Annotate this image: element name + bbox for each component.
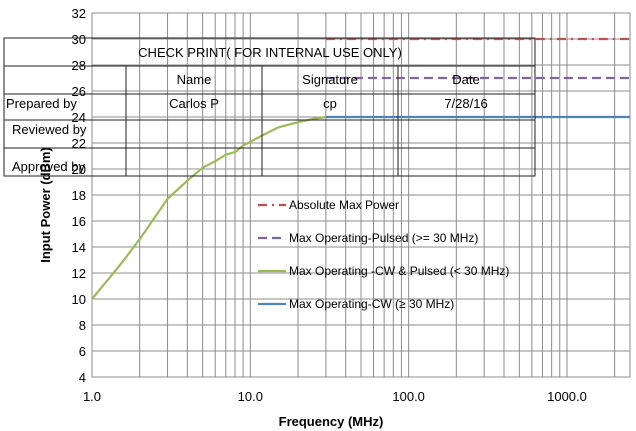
y-tick-label: 32 — [72, 6, 86, 21]
y-tick-label: 30 — [72, 32, 86, 47]
x-axis-title: Frequency (MHz) — [279, 414, 384, 429]
y-tick-label: 14 — [72, 240, 86, 255]
legend-label-3: Max Operating-CW (≥ 30 MHz) — [289, 297, 454, 311]
y-tick-label: 10 — [72, 292, 86, 307]
stamp-prepared-name: Carlos P — [169, 96, 219, 111]
y-tick-label: 20 — [72, 162, 86, 177]
stamp-row-label-approved: Approved by — [12, 159, 85, 174]
y-tick-label: 18 — [72, 188, 86, 203]
y-tick-label: 16 — [72, 214, 86, 229]
check-print-stamp: CHECK PRINT( FOR INTERNAL USE ONLY) Name… — [3, 37, 536, 177]
legend-label-2: Max Operating -CW & Pulsed (< 30 MHz) — [289, 264, 509, 278]
y-tick-label: 4 — [79, 370, 86, 385]
y-tick-label: 8 — [79, 318, 86, 333]
stamp-header-name: Name — [177, 72, 212, 87]
y-tick-label: 26 — [72, 84, 86, 99]
legend-label-1: Max Operating-Pulsed (>= 30 MHz) — [289, 231, 478, 245]
stamp-title: CHECK PRINT( FOR INTERNAL USE ONLY) — [138, 45, 402, 60]
legend: Absolute Max Power Max Operating-Pulsed (… — [258, 198, 509, 311]
y-tick-label: 24 — [72, 110, 86, 125]
stamp-header-date: Date — [452, 72, 479, 87]
series-lines — [91, 37, 630, 300]
x-tick-label: 1000.0 — [547, 389, 587, 404]
x-tick-label: 1.0 — [83, 389, 101, 404]
plot-border — [91, 12, 631, 378]
series-line-2 — [91, 115, 327, 300]
stamp-border — [3, 37, 536, 177]
y-tick-label: 12 — [72, 266, 86, 281]
stamp-prepared-signature: cp — [323, 96, 337, 111]
y-tick-label: 22 — [72, 136, 86, 151]
y-tick-label: 6 — [79, 344, 86, 359]
x-tick-label: 100.0 — [392, 389, 425, 404]
legend-label-0: Absolute Max Power — [289, 198, 399, 212]
stamp-row-label-prepared: Prepared by — [6, 96, 77, 111]
stamp-header-signature: Signature — [302, 72, 358, 87]
x-tick-label: 10.0 — [238, 389, 263, 404]
stamp-prepared-date: 7/28/16 — [444, 96, 487, 111]
stamp-row-label-reviewed: Reviewed by — [12, 122, 87, 137]
